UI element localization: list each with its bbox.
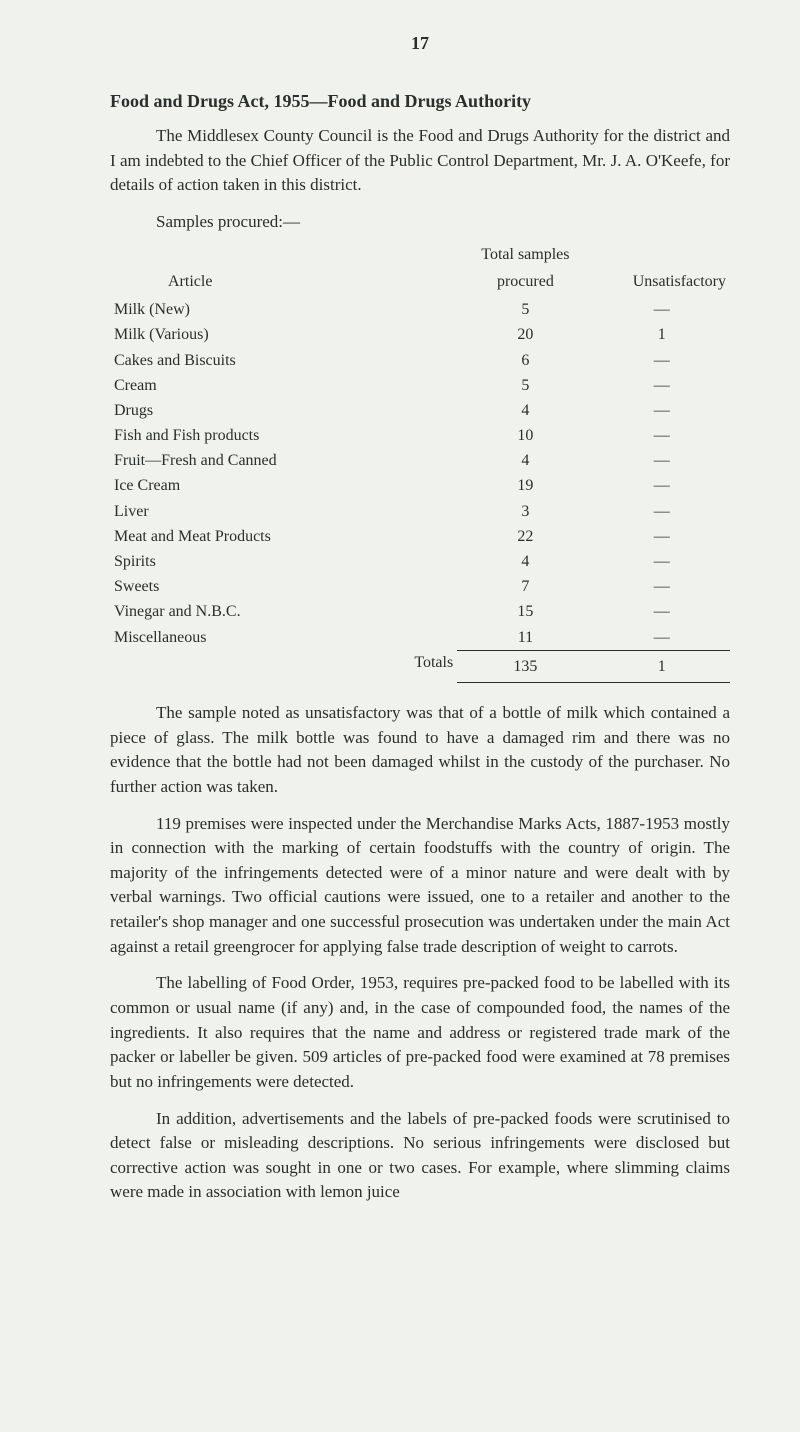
table-cell-unsat: — <box>594 549 730 574</box>
table-row: Meat and Meat Products22— <box>110 524 730 549</box>
table-cell-article: Fish and Fish products <box>110 423 457 448</box>
table-cell-procured: 19 <box>457 473 593 498</box>
body-paragraph-1: The sample noted as unsatisfactory was t… <box>110 701 730 800</box>
table-header-procured-bottom: procured <box>457 270 593 297</box>
table-row: Milk (Various)201 <box>110 322 730 347</box>
table-cell-unsat: — <box>594 297 730 322</box>
table-cell-article: Meat and Meat Products <box>110 524 457 549</box>
table-row: Sweets7— <box>110 574 730 599</box>
table-cell-procured: 6 <box>457 348 593 373</box>
table-cell-unsat: — <box>594 448 730 473</box>
table-cell-procured: 4 <box>457 398 593 423</box>
page-number: 17 <box>110 30 730 56</box>
table-cell-procured: 4 <box>457 549 593 574</box>
table-cell-article: Drugs <box>110 398 457 423</box>
body-paragraph-2: 119 premises were inspected under the Me… <box>110 812 730 960</box>
table-cell-procured: 5 <box>457 373 593 398</box>
table-cell-article: Cream <box>110 373 457 398</box>
table-cell-unsat: — <box>594 524 730 549</box>
samples-table: Article Total samples Unsatisfactory pro… <box>110 243 730 683</box>
table-header-article: Article <box>110 243 457 297</box>
table-cell-article: Spirits <box>110 549 457 574</box>
table-cell-procured: 22 <box>457 524 593 549</box>
table-cell-unsat: — <box>594 398 730 423</box>
table-header-unsat: Unsatisfactory <box>594 243 730 297</box>
table-cell-procured: 20 <box>457 322 593 347</box>
table-row: Spirits4— <box>110 549 730 574</box>
table-cell-unsat: — <box>594 625 730 651</box>
table-cell-unsat: — <box>594 348 730 373</box>
totals-label: Totals <box>110 650 457 682</box>
table-cell-unsat: — <box>594 574 730 599</box>
table-cell-procured: 4 <box>457 448 593 473</box>
table-row: Cakes and Biscuits6— <box>110 348 730 373</box>
totals-procured: 135 <box>457 650 593 682</box>
table-cell-unsat: — <box>594 373 730 398</box>
table-row: Cream5— <box>110 373 730 398</box>
table-cell-article: Vinegar and N.B.C. <box>110 599 457 624</box>
table-row: Fish and Fish products10— <box>110 423 730 448</box>
table-cell-procured: 10 <box>457 423 593 448</box>
table-cell-procured: 15 <box>457 599 593 624</box>
body-paragraph-3: The labelling of Food Order, 1953, requi… <box>110 971 730 1094</box>
table-row: Miscellaneous11— <box>110 625 730 651</box>
table-row: Fruit—Fresh and Canned4— <box>110 448 730 473</box>
table-cell-article: Sweets <box>110 574 457 599</box>
table-cell-procured: 3 <box>457 499 593 524</box>
table-cell-unsat: — <box>594 423 730 448</box>
table-cell-article: Cakes and Biscuits <box>110 348 457 373</box>
table-cell-article: Milk (New) <box>110 297 457 322</box>
table-cell-unsat: — <box>594 473 730 498</box>
table-cell-unsat: 1 <box>594 322 730 347</box>
samples-subheading: Samples procured:— <box>110 210 730 235</box>
table-cell-article: Ice Cream <box>110 473 457 498</box>
table-row: Vinegar and N.B.C.15— <box>110 599 730 624</box>
table-cell-unsat: — <box>594 499 730 524</box>
table-cell-unsat: — <box>594 599 730 624</box>
table-row: Milk (New)5— <box>110 297 730 322</box>
table-cell-article: Milk (Various) <box>110 322 457 347</box>
table-cell-procured: 11 <box>457 625 593 651</box>
table-header-procured-top: Total samples <box>457 243 593 270</box>
body-paragraph-4: In addition, advertisements and the labe… <box>110 1107 730 1206</box>
table-row: Drugs4— <box>110 398 730 423</box>
table-cell-procured: 7 <box>457 574 593 599</box>
table-cell-article: Liver <box>110 499 457 524</box>
table-row: Liver3— <box>110 499 730 524</box>
table-row: Ice Cream19— <box>110 473 730 498</box>
section-heading: Food and Drugs Act, 1955—Food and Drugs … <box>110 88 730 114</box>
table-cell-article: Miscellaneous <box>110 625 457 651</box>
intro-paragraph: The Middlesex County Council is the Food… <box>110 124 730 198</box>
table-cell-article: Fruit—Fresh and Canned <box>110 448 457 473</box>
table-cell-procured: 5 <box>457 297 593 322</box>
totals-unsat: 1 <box>594 650 730 682</box>
